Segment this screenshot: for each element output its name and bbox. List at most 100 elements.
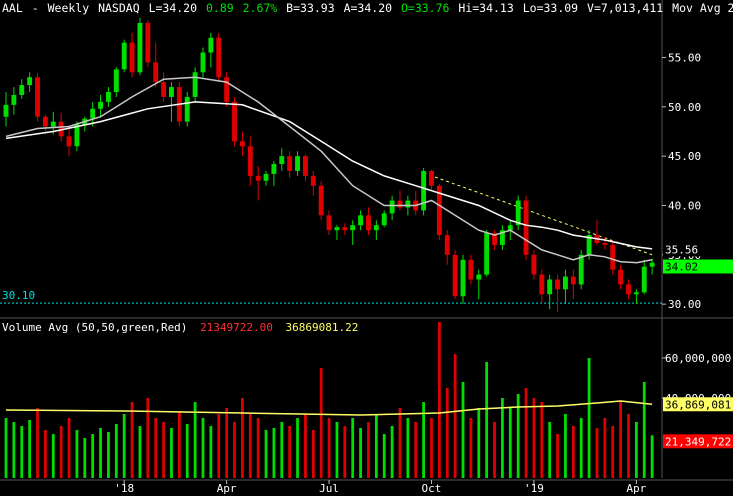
candle	[161, 72, 167, 102]
candle-body	[649, 262, 655, 267]
candle-body	[271, 164, 277, 174]
candle-body	[586, 235, 592, 255]
candle	[539, 269, 545, 305]
volume-bar	[162, 422, 165, 478]
price-tick-label: 50.00	[668, 101, 701, 114]
candle	[460, 254, 466, 305]
volume-bar	[374, 414, 378, 478]
volume-avg-tag-bg	[663, 397, 733, 412]
candle	[192, 67, 198, 102]
candle-body	[310, 175, 316, 186]
price-tick-label: 45.00	[668, 150, 701, 163]
volume-bar	[501, 398, 504, 478]
volume-bar	[225, 408, 229, 478]
volume-bar	[233, 422, 236, 478]
candle-body	[389, 200, 395, 214]
volume-bar	[548, 422, 552, 478]
candle-body	[98, 101, 103, 109]
candle	[239, 131, 245, 157]
volume-bar	[524, 388, 528, 478]
candle-body	[633, 292, 639, 295]
candle	[27, 72, 33, 93]
candle-body	[405, 200, 411, 208]
volume-bar	[327, 418, 331, 478]
volume-bar	[493, 422, 496, 478]
candle-body	[444, 235, 450, 255]
candle-body	[570, 276, 576, 285]
volume-bar	[335, 422, 339, 478]
candle	[570, 269, 576, 300]
candle-body	[523, 200, 529, 255]
candle	[224, 72, 230, 107]
candle-body	[350, 225, 356, 231]
candle-body	[626, 284, 631, 295]
candle-body	[302, 156, 308, 176]
volume-bar	[217, 414, 221, 478]
volume-bar	[398, 408, 402, 478]
volume-bar	[75, 430, 79, 478]
volume-bar	[516, 394, 520, 478]
volume-bar	[359, 428, 362, 478]
volume-bar	[390, 426, 394, 478]
candle	[3, 92, 9, 127]
candle	[429, 169, 434, 191]
candle	[618, 264, 624, 290]
change-percent: 2.67%	[242, 1, 278, 15]
candle-body	[216, 37, 222, 78]
candle-body	[184, 96, 190, 122]
candle	[42, 114, 48, 132]
candle-body	[381, 213, 387, 226]
candle-body	[476, 274, 482, 280]
candle	[366, 207, 371, 236]
candle	[263, 170, 269, 186]
volume-bar	[422, 402, 425, 478]
quote-header: AAL - Weekly NASDAQ L=34.20 0.89 2.67% B…	[2, 1, 733, 15]
candle-body	[507, 225, 513, 231]
candle	[649, 258, 655, 275]
upper-ma-tag: 35.56	[665, 243, 698, 256]
candle	[310, 170, 316, 196]
upper-ma-tag-bg	[663, 242, 733, 257]
volume-bar	[595, 428, 599, 478]
volume-bar	[445, 388, 449, 478]
candle-body	[145, 22, 151, 63]
volume-bar	[130, 402, 134, 478]
volume-bar	[634, 422, 638, 478]
volume-bar	[619, 402, 622, 478]
candle-body	[137, 22, 143, 73]
volume-bar	[83, 438, 87, 478]
volume-tick-label: 60,000,000.00	[665, 352, 733, 365]
x-tick-label: '19	[524, 482, 544, 495]
volume-bar	[540, 402, 544, 478]
candle	[232, 96, 237, 147]
volume-bar	[367, 422, 370, 478]
candle	[19, 79, 25, 99]
volume-last-tag: 21,349,722.00	[665, 435, 733, 448]
volume-bar	[248, 414, 252, 478]
volume-study-value-1: 21349722.00	[200, 321, 273, 334]
volume-bar	[437, 322, 441, 478]
volume-bar	[642, 382, 646, 478]
candle-body	[334, 227, 340, 231]
volume-header: Volume Avg (50,50,green,Red) 21349722.00…	[2, 321, 358, 334]
bid-price: B=33.93	[286, 1, 335, 15]
volume-bar	[319, 368, 323, 478]
price-tick-label: 30.00	[668, 298, 701, 311]
candle	[523, 195, 529, 260]
candle-body	[436, 185, 442, 236]
candle-body	[153, 62, 159, 83]
candle	[113, 67, 119, 97]
volume-bar	[256, 418, 260, 478]
volume-bar	[627, 414, 630, 478]
candle	[247, 136, 253, 186]
candle-body	[641, 266, 647, 293]
volume-bar	[343, 426, 347, 478]
volume-bar	[154, 418, 158, 478]
volume-bar	[91, 434, 95, 478]
volume-bar	[485, 362, 489, 478]
candle	[578, 249, 584, 290]
volume-bar	[12, 422, 16, 478]
volume-bar	[4, 418, 8, 478]
volume-bar	[272, 428, 276, 478]
